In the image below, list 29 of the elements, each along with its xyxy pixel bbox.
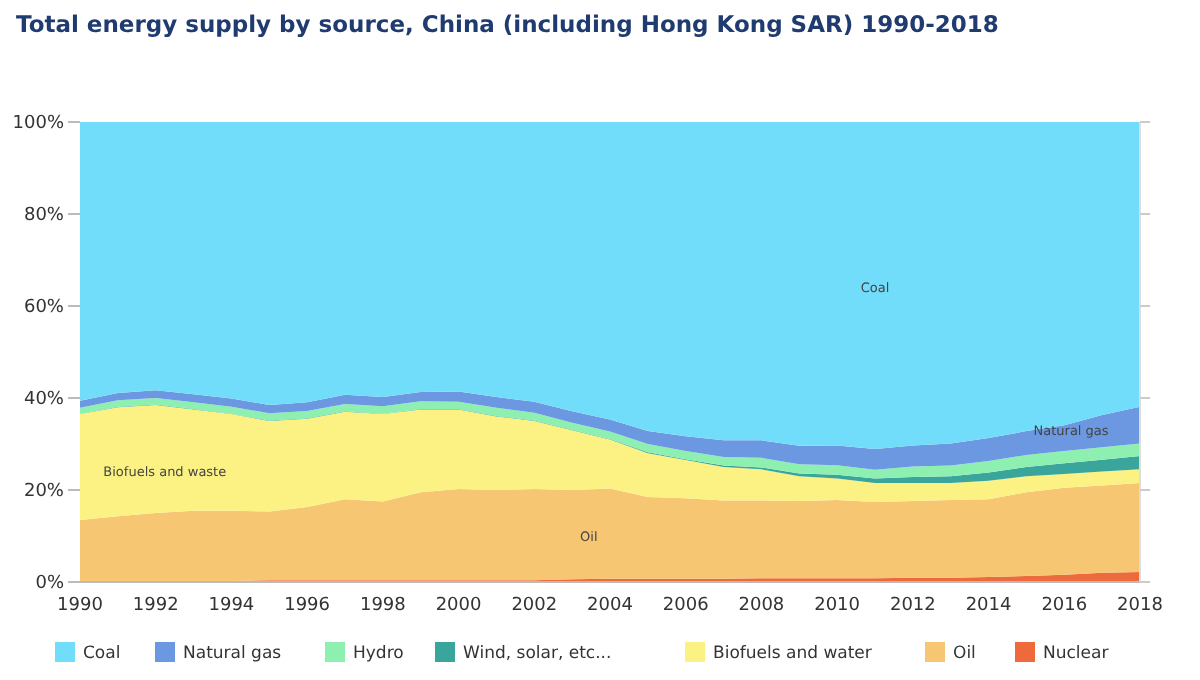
chart-title: Total energy supply by source, China (including Hong Kong SAR) 1990-2018 (16, 10, 999, 38)
y-tick-label: 60% (23, 298, 65, 319)
x-tick-label: 2010 (814, 596, 861, 616)
legend-label: Wind, solar, etc... (463, 643, 612, 664)
x-tick-label: 2012 (889, 596, 936, 616)
x-tick-label: 1992 (132, 596, 179, 616)
legend-label: Oil (953, 643, 976, 664)
x-tick-label: 2004 (587, 596, 634, 616)
legend-label: Natural gas (183, 643, 283, 664)
legend-label: Nuclear (1043, 643, 1110, 664)
x-tick-label: 2018 (1117, 596, 1164, 616)
x-tick-label: 2014 (965, 596, 1013, 616)
legend-label: Hydro (353, 643, 404, 664)
x-tick-label: 1998 (359, 596, 407, 616)
y-tick-label: 100% (12, 114, 65, 135)
legend-label: Coal (83, 643, 121, 664)
y-tick-label: 20% (23, 482, 65, 503)
x-tick-label: 1994 (208, 596, 255, 616)
legend-label: Biofuels and water (713, 643, 873, 664)
x-tick-label: 2000 (435, 596, 483, 616)
y-tick-label: 40% (23, 390, 65, 411)
x-tick-label: 1990 (57, 596, 104, 616)
x-tick-label: 2006 (662, 596, 710, 616)
x-tick-label: 2002 (511, 596, 558, 616)
x-tick-label: 2016 (1041, 596, 1088, 616)
x-tick-label: 1996 (284, 596, 331, 616)
x-tick-label: 2008 (738, 596, 785, 616)
y-tick-label: 0% (35, 574, 65, 595)
y-tick-label: 80% (23, 206, 65, 227)
